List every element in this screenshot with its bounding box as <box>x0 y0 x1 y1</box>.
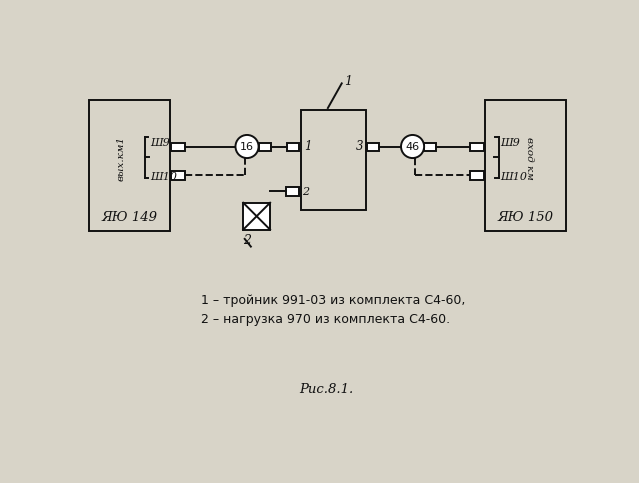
Bar <box>485 100 566 231</box>
Text: вход км: вход км <box>525 137 534 180</box>
Text: 16: 16 <box>240 142 254 152</box>
Bar <box>287 142 300 151</box>
Bar <box>171 142 185 151</box>
Text: 46: 46 <box>406 142 420 152</box>
Bar <box>470 142 484 151</box>
Bar <box>286 187 300 196</box>
Text: 1 – тройник 991-03 из комплекта С4-60,: 1 – тройник 991-03 из комплекта С4-60, <box>201 294 465 307</box>
Text: Ш9: Ш9 <box>500 138 520 148</box>
Bar <box>259 142 271 151</box>
Bar <box>424 142 436 151</box>
Text: 1: 1 <box>344 74 352 87</box>
Bar <box>89 100 170 231</box>
Text: 2 – нагрузка 970 из комплекта С4-60.: 2 – нагрузка 970 из комплекта С4-60. <box>201 313 450 326</box>
Text: вых.км1: вых.км1 <box>117 136 126 181</box>
Text: 1: 1 <box>304 140 312 153</box>
Text: 2: 2 <box>302 187 309 197</box>
Text: 3: 3 <box>356 140 363 153</box>
Bar <box>171 171 185 180</box>
Circle shape <box>236 135 259 158</box>
Circle shape <box>401 135 424 158</box>
Text: Ш10: Ш10 <box>500 171 527 182</box>
Bar <box>470 171 484 180</box>
Bar <box>301 110 366 211</box>
Text: Рис.8.1.: Рис.8.1. <box>299 383 353 396</box>
Bar <box>243 203 270 230</box>
Bar <box>367 142 380 151</box>
Text: ЯЮ 150: ЯЮ 150 <box>497 211 553 224</box>
Text: Ш10: Ш10 <box>150 171 177 182</box>
Text: 2: 2 <box>243 234 251 247</box>
Text: Ш9: Ш9 <box>150 138 170 148</box>
Text: ЯЮ 149: ЯЮ 149 <box>102 211 158 224</box>
